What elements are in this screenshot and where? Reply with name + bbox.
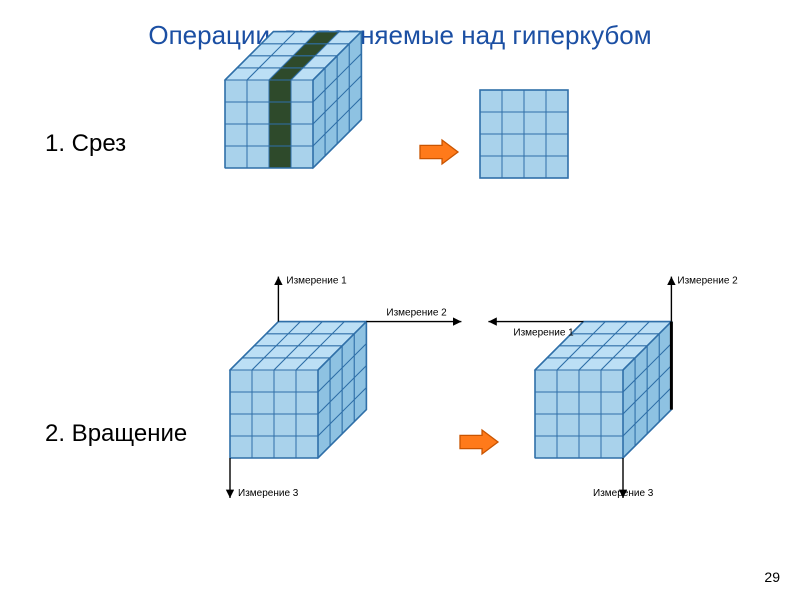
svg-text:Измерение 1: Измерение 1 bbox=[513, 328, 574, 339]
svg-text:Измерение 2: Измерение 2 bbox=[677, 276, 738, 287]
svg-text:Измерение 2: Измерение 2 bbox=[386, 308, 447, 319]
rotate-left-cube bbox=[230, 322, 366, 458]
diagram-stage: Измерение 1 Измерение 2 Измерение 3 Измере… bbox=[0, 0, 800, 600]
slice-source-cube bbox=[225, 32, 361, 168]
svg-text:Измерение 3: Измерение 3 bbox=[238, 488, 299, 499]
rotate-arrow-icon bbox=[460, 430, 498, 454]
rotate-right-cube bbox=[535, 322, 671, 458]
svg-text:Измерение 3: Измерение 3 bbox=[593, 488, 654, 499]
slice-arrow-icon bbox=[420, 140, 458, 164]
svg-text:Измерение 1: Измерение 1 bbox=[286, 276, 347, 287]
slice-result-grid bbox=[480, 90, 568, 178]
